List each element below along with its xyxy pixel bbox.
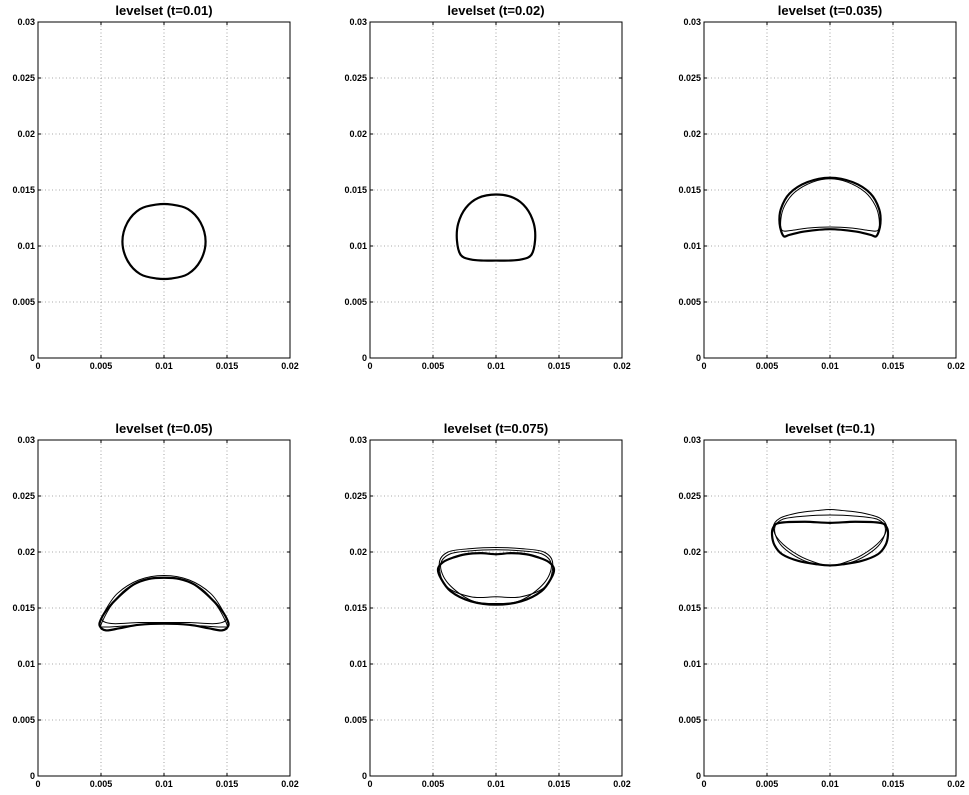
y-tick-label: 0.015: [344, 185, 367, 195]
y-tick-label: 0.03: [683, 435, 701, 445]
levelset-contour-3: [101, 575, 227, 625]
levelset-contour-2: [780, 178, 880, 232]
y-tick-label: 0: [362, 771, 367, 781]
y-tick-label: 0.025: [678, 491, 701, 501]
chart-title: levelset (t=0.05): [115, 421, 212, 436]
y-tick-label: 0.025: [344, 491, 367, 501]
y-tick-label: 0.015: [344, 603, 367, 613]
x-tick-label: 0.01: [487, 779, 505, 789]
y-tick-label: 0.005: [12, 715, 35, 725]
y-tick-label: 0.01: [17, 659, 35, 669]
levelset-contour-1: [770, 520, 890, 567]
levelset-contour-2: [772, 508, 888, 566]
y-tick-label: 0.015: [12, 603, 35, 613]
x-tick-label: 0.015: [548, 361, 571, 371]
y-tick-label: 0.03: [17, 17, 35, 27]
y-tick-label: 0.015: [12, 185, 35, 195]
y-tick-label: 0.02: [349, 129, 367, 139]
y-tick-label: 0.005: [344, 715, 367, 725]
chart-panel-5: 0 0.005 0.01 0.015 0.02 0 0.005 0.01 0.015 0.02 0.…: [344, 421, 630, 789]
x-tick-label: 0.02: [613, 361, 631, 371]
levelset-contour-3: [440, 549, 552, 605]
x-tick-label: 0.01: [155, 361, 173, 371]
x-tick-label: 0.01: [821, 361, 839, 371]
y-tick-label: 0.01: [349, 241, 367, 251]
y-tick-label: 0: [362, 353, 367, 363]
chart-panel-6: 0 0.005 0.01 0.015 0.02 0 0.005 0.01 0.015 0.02 0.…: [678, 421, 964, 789]
levelset-contour-2: [99, 577, 229, 628]
levelset-contour-1: [455, 193, 537, 262]
y-tick-label: 0.025: [12, 73, 35, 83]
y-tick-label: 0.025: [678, 73, 701, 83]
levelset-contour-1: [778, 176, 882, 238]
y-tick-label: 0.01: [683, 241, 701, 251]
x-tick-label: 0.015: [216, 779, 239, 789]
y-tick-label: 0.02: [17, 129, 35, 139]
y-tick-label: 0.03: [349, 17, 367, 27]
y-tick-label: 0.02: [349, 547, 367, 557]
y-tick-label: 0.005: [12, 297, 35, 307]
x-tick-label: 0.005: [422, 779, 445, 789]
x-tick-label: 0.015: [882, 779, 905, 789]
x-tick-label: 0: [701, 779, 706, 789]
chart-panel-1: 0 0.005 0.01 0.015 0.02 0 0.005 0.01 0.015 0.02 0.…: [12, 3, 298, 371]
x-tick-label: 0.005: [422, 361, 445, 371]
x-tick-label: 0: [35, 361, 40, 371]
y-tick-label: 0.03: [17, 435, 35, 445]
x-tick-label: 0.02: [947, 361, 965, 371]
x-tick-label: 0.02: [281, 779, 299, 789]
x-tick-label: 0.005: [90, 361, 113, 371]
y-tick-label: 0.03: [349, 435, 367, 445]
chart-title: levelset (t=0.035): [778, 3, 882, 18]
y-tick-label: 0: [696, 353, 701, 363]
y-tick-label: 0: [30, 771, 35, 781]
y-tick-label: 0.03: [683, 17, 701, 27]
levelset-contour-1: [436, 552, 556, 606]
y-tick-label: 0.01: [349, 659, 367, 669]
y-tick-label: 0.02: [683, 129, 701, 139]
chart-title: levelset (t=0.02): [447, 3, 544, 18]
x-tick-label: 0: [701, 361, 706, 371]
y-tick-label: 0.01: [683, 659, 701, 669]
y-tick-label: 0.025: [12, 491, 35, 501]
levelset-contour-2: [438, 547, 554, 599]
chart-title: levelset (t=0.01): [115, 3, 212, 18]
x-tick-label: 0: [367, 361, 372, 371]
x-tick-label: 0.015: [882, 361, 905, 371]
y-tick-label: 0.005: [344, 297, 367, 307]
x-tick-label: 0.02: [613, 779, 631, 789]
x-tick-label: 0.015: [216, 361, 239, 371]
y-tick-label: 0: [696, 771, 701, 781]
x-tick-label: 0: [367, 779, 372, 789]
y-tick-label: 0.02: [17, 547, 35, 557]
levelset-contour-1: [121, 202, 207, 281]
x-tick-label: 0.01: [487, 361, 505, 371]
x-tick-label: 0: [35, 779, 40, 789]
y-tick-label: 0.025: [344, 73, 367, 83]
x-tick-label: 0.01: [155, 779, 173, 789]
chart-title: levelset (t=0.1): [785, 421, 875, 436]
levelset-contour-3: [774, 514, 886, 566]
y-tick-label: 0: [30, 353, 35, 363]
chart-panel-3: 0 0.005 0.01 0.015 0.02 0 0.005 0.01 0.015 0.02 0.…: [678, 3, 964, 371]
x-tick-label: 0.005: [756, 361, 779, 371]
x-tick-label: 0.015: [548, 779, 571, 789]
x-tick-label: 0.005: [756, 779, 779, 789]
x-tick-label: 0.02: [947, 779, 965, 789]
y-tick-label: 0.005: [678, 297, 701, 307]
chart-title: levelset (t=0.075): [444, 421, 548, 436]
x-tick-label: 0.01: [821, 779, 839, 789]
x-tick-label: 0.005: [90, 779, 113, 789]
y-tick-label: 0.02: [683, 547, 701, 557]
y-tick-label: 0.01: [17, 241, 35, 251]
y-tick-label: 0.015: [678, 185, 701, 195]
y-tick-label: 0.015: [678, 603, 701, 613]
chart-panel-4: 0 0.005 0.01 0.015 0.02 0 0.005 0.01 0.015 0.02 0.…: [12, 421, 298, 789]
x-tick-label: 0.02: [281, 361, 299, 371]
y-tick-label: 0.005: [678, 715, 701, 725]
chart-panel-2: 0 0.005 0.01 0.015 0.02 0 0.005 0.01 0.015 0.02 0.…: [344, 3, 630, 371]
